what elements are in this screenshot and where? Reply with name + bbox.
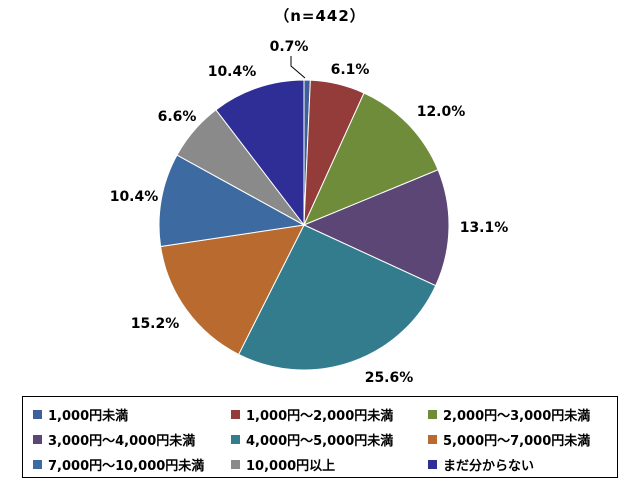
slice-value-label: 12.0% [417, 104, 466, 120]
legend-label: 7,000円～10,000円未満 [48, 459, 205, 474]
slice-value-label: 10.4% [110, 189, 159, 205]
legend-swatch [428, 460, 437, 469]
pie-slice [302, 169, 450, 287]
pie-slice [215, 79, 305, 227]
pie-slice [303, 92, 439, 226]
legend-label: 1,000円～2,000円未満 [246, 409, 394, 424]
legend-label: 3,000円～4,000円未満 [48, 434, 196, 449]
pie-slice [158, 154, 306, 248]
legend-item: 7,000円～10,000円未満 [33, 455, 204, 474]
legend-swatch [231, 460, 240, 469]
legend-label: 10,000円以上 [246, 459, 336, 474]
legend-item: 4,000円～5,000円未満 [231, 430, 393, 449]
pie-slice [160, 224, 305, 356]
slice-value-label: 13.1% [460, 220, 509, 236]
pie-slice [237, 224, 437, 371]
slice-value-label: 6.6% [158, 109, 197, 125]
legend-item: まだ分からない [428, 455, 534, 474]
legend-item: 1,000円未満 [33, 405, 128, 424]
slice-value-label: 6.1% [331, 62, 370, 78]
legend-swatch [33, 460, 42, 469]
legend-swatch [428, 435, 437, 444]
legend-swatch [428, 410, 437, 419]
legend-swatch [33, 435, 42, 444]
legend-label: 2,000円～3,000円未満 [443, 409, 591, 424]
legend-item: 2,000円～3,000円未満 [428, 405, 590, 424]
slice-value-label: 15.2% [131, 316, 180, 332]
slice-value-label: 25.6% [365, 370, 414, 386]
legend-swatch [33, 410, 42, 419]
legend-label: 5,000円～7,000円未満 [443, 434, 591, 449]
legend-label: 1,000円未満 [48, 409, 129, 424]
legend-label: 4,000円～5,000円未満 [246, 434, 394, 449]
legend-swatch [231, 435, 240, 444]
leader-line [290, 56, 306, 79]
slice-value-label: 10.4% [208, 64, 257, 80]
legend-swatch [231, 410, 240, 419]
slice-value-label: 0.7% [270, 39, 309, 55]
legend-item: 1,000円～2,000円未満 [231, 405, 393, 424]
legend-item: 5,000円～7,000円未満 [428, 430, 590, 449]
legend-item: 10,000円以上 [231, 455, 335, 474]
chart-subtitle: （n=442） [274, 7, 366, 25]
legend-label: まだ分からない [443, 459, 535, 474]
legend-item: 3,000円～4,000円未満 [33, 430, 195, 449]
chart-legend: 1,000円未満 1,000円～2,000円未満 2,000円～3,000円未満 3,… [22, 396, 618, 478]
